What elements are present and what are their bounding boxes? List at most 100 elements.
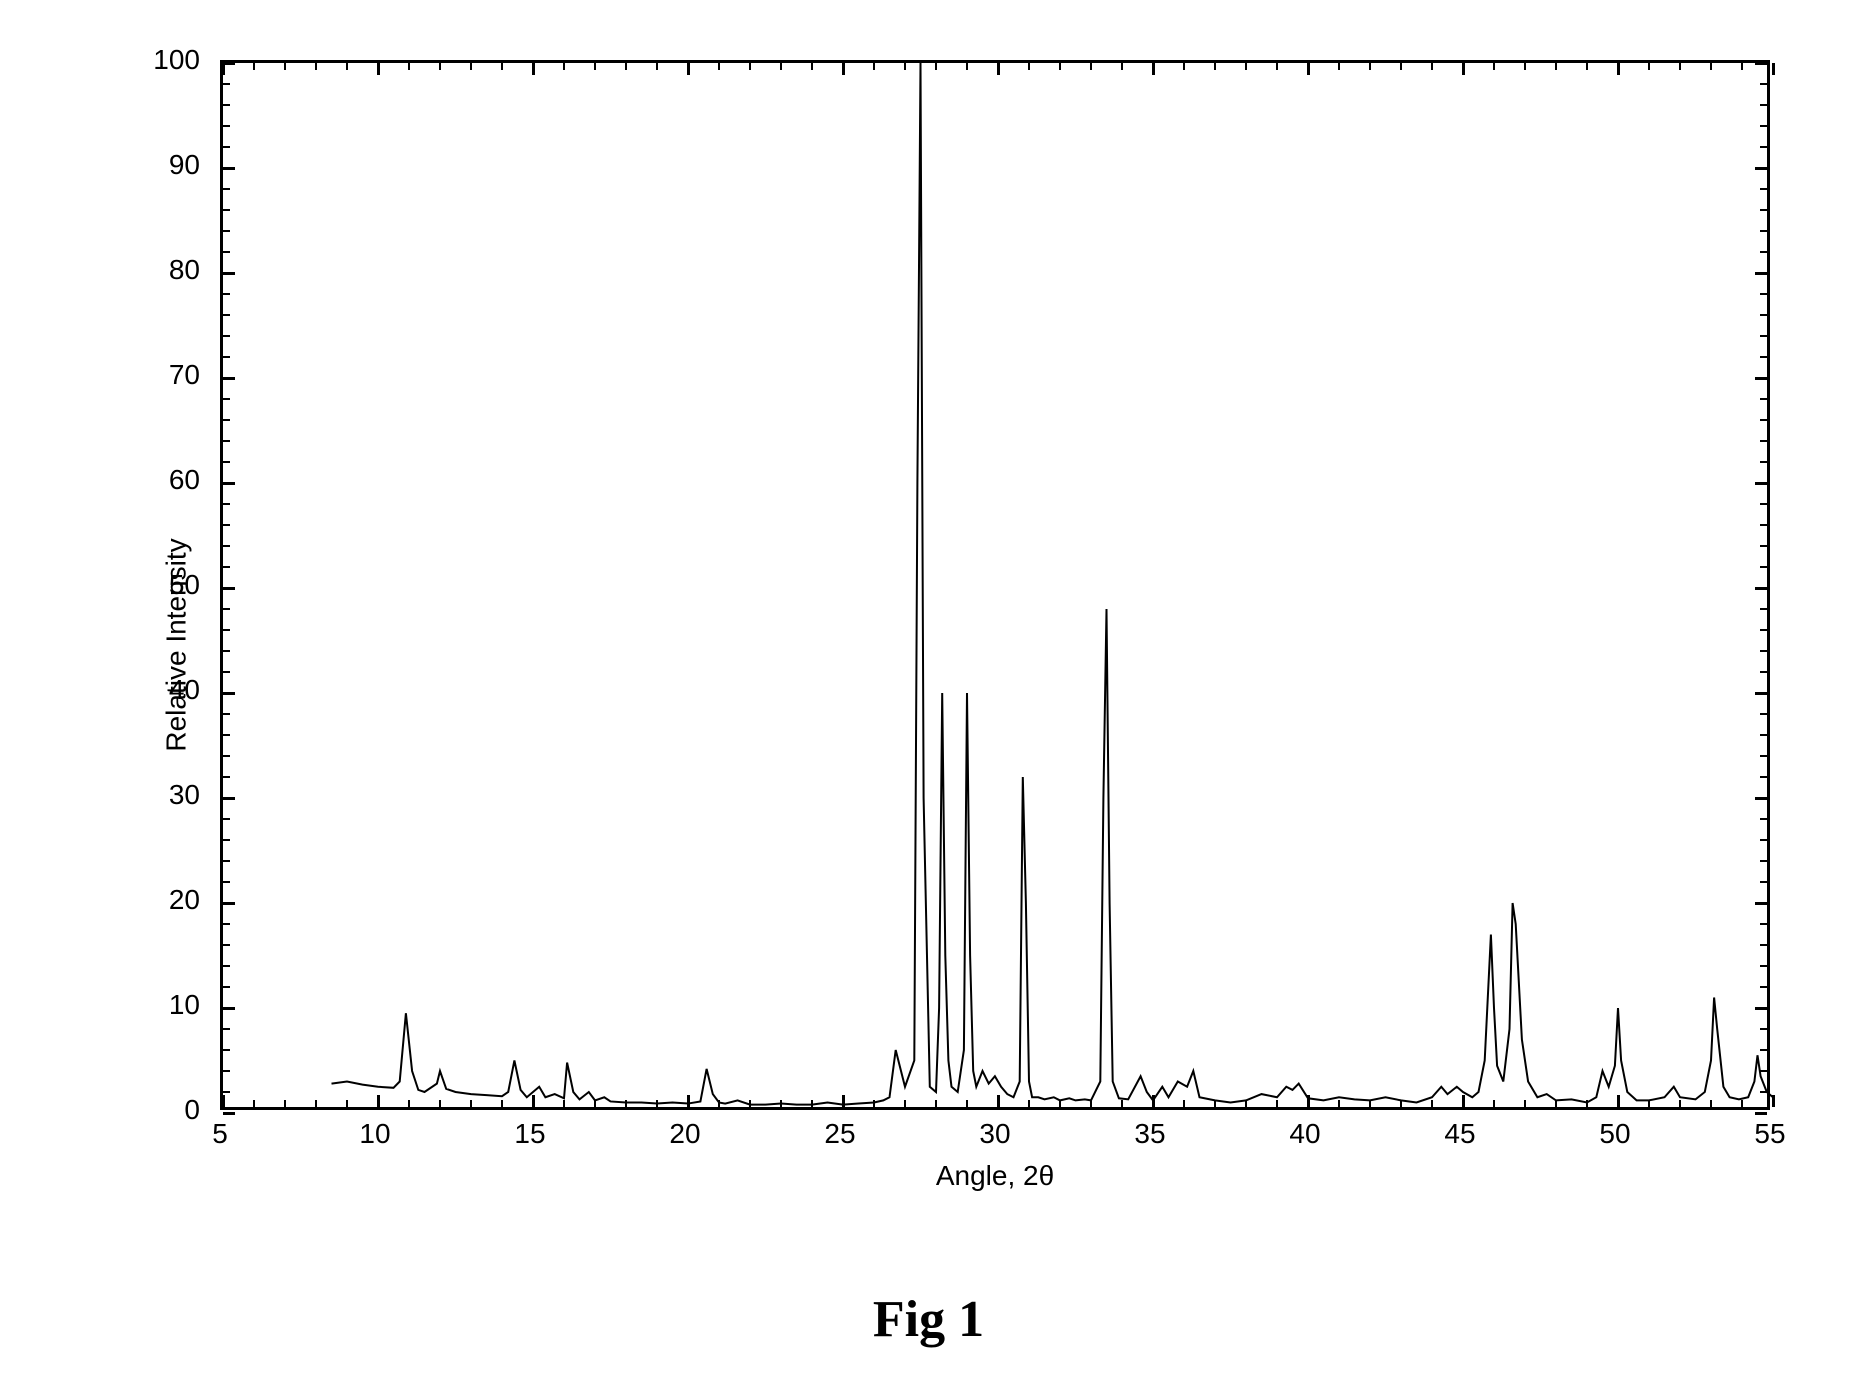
y-minor-tick — [223, 881, 230, 883]
x-minor-tick — [1741, 1100, 1743, 1107]
y-minor-tick — [1760, 440, 1767, 442]
y-tick-mark — [1755, 1007, 1767, 1010]
x-tick-mark — [1307, 1095, 1310, 1107]
y-minor-tick — [223, 713, 230, 715]
x-minor-tick — [1245, 1100, 1247, 1107]
x-minor-tick — [315, 63, 317, 70]
y-minor-tick — [1760, 965, 1767, 967]
y-minor-tick — [223, 860, 230, 862]
x-minor-tick — [1555, 1100, 1557, 1107]
x-minor-tick — [253, 63, 255, 70]
x-minor-tick — [873, 1100, 875, 1107]
y-minor-tick — [223, 629, 230, 631]
y-minor-tick — [223, 566, 230, 568]
x-tick-mark — [1462, 63, 1465, 75]
y-tick-label: 90 — [120, 149, 200, 181]
x-tick-mark — [1462, 1095, 1465, 1107]
y-minor-tick — [223, 734, 230, 736]
y-minor-tick — [223, 440, 230, 442]
x-tick-mark — [842, 63, 845, 75]
x-minor-tick — [966, 63, 968, 70]
y-tick-label: 20 — [120, 884, 200, 916]
y-minor-tick — [223, 356, 230, 358]
x-tick-label: 20 — [669, 1118, 700, 1150]
x-tick-label: 15 — [514, 1118, 545, 1150]
x-minor-tick — [780, 1100, 782, 1107]
y-tick-label: 40 — [120, 674, 200, 706]
y-minor-tick — [1760, 734, 1767, 736]
y-minor-tick — [1760, 713, 1767, 715]
x-minor-tick — [563, 1100, 565, 1107]
y-minor-tick — [1760, 419, 1767, 421]
x-minor-tick — [1648, 1100, 1650, 1107]
x-minor-tick — [1369, 63, 1371, 70]
y-minor-tick — [223, 1028, 230, 1030]
x-minor-tick — [1245, 63, 1247, 70]
y-minor-tick — [223, 188, 230, 190]
x-minor-tick — [563, 63, 565, 70]
y-minor-tick — [1760, 545, 1767, 547]
x-minor-tick — [904, 63, 906, 70]
y-minor-tick — [223, 671, 230, 673]
x-tick-mark — [377, 1095, 380, 1107]
y-minor-tick — [1760, 650, 1767, 652]
x-minor-tick — [439, 1100, 441, 1107]
y-minor-tick — [223, 503, 230, 505]
chart-svg — [223, 63, 1773, 1113]
y-minor-tick — [223, 545, 230, 547]
x-minor-tick — [1183, 63, 1185, 70]
x-minor-tick — [1121, 1100, 1123, 1107]
y-tick-mark — [1755, 482, 1767, 485]
x-minor-tick — [1524, 1100, 1526, 1107]
y-minor-tick — [1760, 356, 1767, 358]
y-minor-tick — [223, 1070, 230, 1072]
y-minor-tick — [1760, 944, 1767, 946]
x-minor-tick — [1431, 63, 1433, 70]
x-tick-mark — [222, 63, 225, 75]
y-minor-tick — [223, 755, 230, 757]
y-minor-tick — [223, 818, 230, 820]
y-minor-tick — [223, 419, 230, 421]
x-minor-tick — [1059, 63, 1061, 70]
y-tick-mark — [223, 587, 235, 590]
y-minor-tick — [1760, 986, 1767, 988]
x-minor-tick — [594, 1100, 596, 1107]
x-tick-label: 5 — [212, 1118, 228, 1150]
xrd-chart-figure: Relative Intensity 010203040506070809010… — [60, 30, 1800, 1260]
x-axis-label: Angle, 2θ — [220, 1160, 1770, 1192]
y-minor-tick — [223, 650, 230, 652]
x-tick-mark — [1617, 1095, 1620, 1107]
y-minor-tick — [1760, 1091, 1767, 1093]
x-minor-tick — [501, 63, 503, 70]
y-minor-tick — [1760, 1070, 1767, 1072]
x-minor-tick — [966, 1100, 968, 1107]
y-tick-mark — [1755, 797, 1767, 800]
y-minor-tick — [1760, 566, 1767, 568]
x-minor-tick — [1710, 1100, 1712, 1107]
x-minor-tick — [718, 63, 720, 70]
y-tick-mark — [223, 482, 235, 485]
y-minor-tick — [223, 461, 230, 463]
y-minor-tick — [1760, 608, 1767, 610]
x-tick-mark — [532, 63, 535, 75]
x-tick-mark — [1307, 63, 1310, 75]
y-minor-tick — [1760, 629, 1767, 631]
x-tick-label: 40 — [1289, 1118, 1320, 1150]
x-minor-tick — [1338, 63, 1340, 70]
y-minor-tick — [223, 209, 230, 211]
x-minor-tick — [935, 63, 937, 70]
y-minor-tick — [223, 83, 230, 85]
x-tick-mark — [997, 1095, 1000, 1107]
y-minor-tick — [223, 230, 230, 232]
x-minor-tick — [1369, 1100, 1371, 1107]
y-minor-tick — [1760, 314, 1767, 316]
y-tick-label: 30 — [120, 779, 200, 811]
x-minor-tick — [1028, 63, 1030, 70]
x-minor-tick — [253, 1100, 255, 1107]
y-tick-mark — [223, 797, 235, 800]
y-minor-tick — [223, 1091, 230, 1093]
y-minor-tick — [1760, 398, 1767, 400]
x-minor-tick — [501, 1100, 503, 1107]
y-minor-tick — [223, 146, 230, 148]
y-tick-mark — [223, 377, 235, 380]
